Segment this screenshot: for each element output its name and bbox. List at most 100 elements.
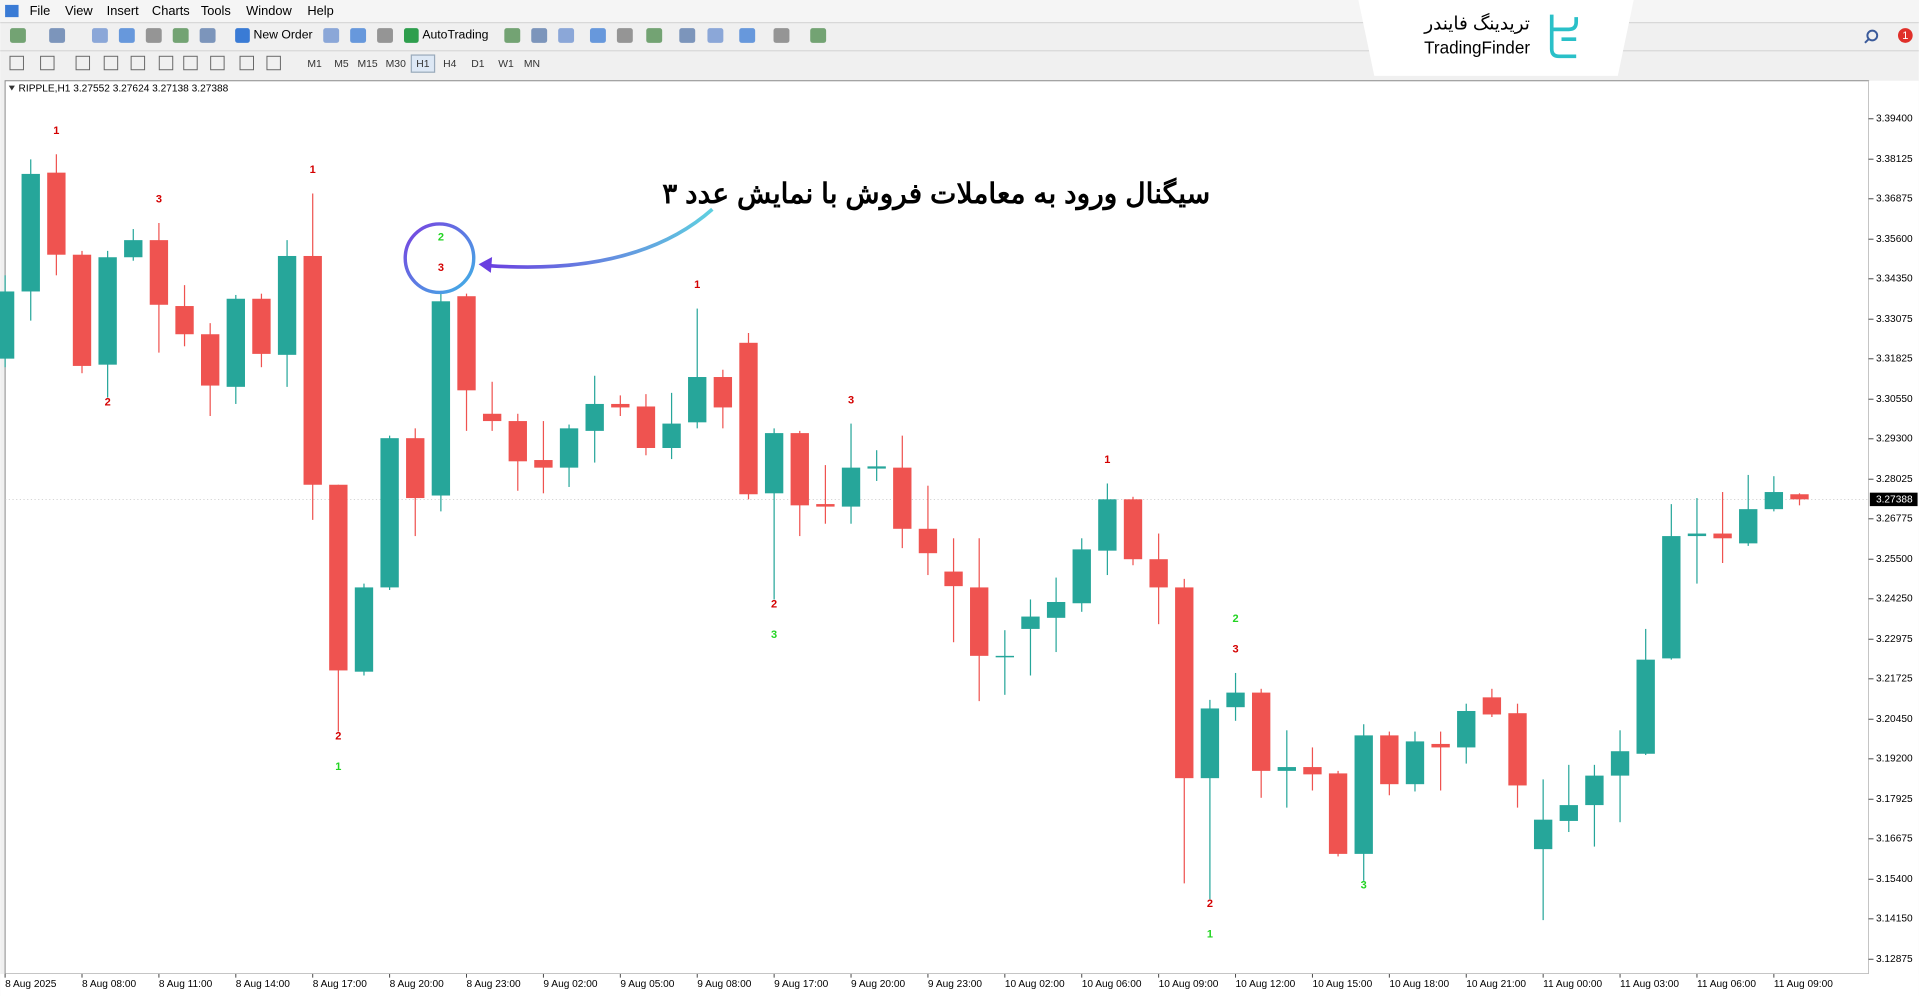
y-tick-label: 3.20450 bbox=[1876, 714, 1913, 725]
plot: 1 2 3 1 2 1 3 2 1 2 3 3 1 2 1 3 2 3 bbox=[0, 125, 1869, 941]
time-axis bbox=[0, 973, 1919, 996]
candle-body bbox=[226, 298, 245, 387]
candle-body bbox=[841, 467, 861, 507]
candle-body bbox=[1508, 713, 1527, 786]
toolbar-icon[interactable] bbox=[589, 28, 606, 43]
toolbar-icon[interactable] bbox=[558, 28, 575, 43]
toolbar-icon[interactable] bbox=[773, 28, 790, 43]
menu-item[interactable]: Insert bbox=[107, 3, 140, 18]
drawing-tool[interactable] bbox=[9, 55, 24, 71]
candle-body bbox=[1482, 697, 1502, 715]
timeframe-active bbox=[410, 54, 436, 73]
candle-body bbox=[175, 306, 194, 335]
toolbar-icon[interactable] bbox=[91, 28, 108, 43]
menu-item[interactable]: View bbox=[65, 3, 93, 18]
auto-trading-button[interactable]: AutoTrading bbox=[422, 28, 488, 42]
toolbar-icon[interactable] bbox=[531, 28, 548, 43]
timeframe-button[interactable]: H1 bbox=[416, 59, 430, 70]
signal-label: 1 bbox=[1104, 454, 1110, 466]
toolbar-icon[interactable] bbox=[377, 28, 393, 43]
signal-label: 3 bbox=[1232, 644, 1238, 656]
toolbar-icon[interactable] bbox=[616, 28, 633, 43]
signal-label: 2 bbox=[335, 730, 341, 742]
drawing-tool[interactable] bbox=[40, 55, 55, 71]
candle-body bbox=[1123, 499, 1143, 560]
drawing-tool[interactable] bbox=[75, 55, 91, 71]
menu-item[interactable]: Window bbox=[246, 3, 292, 18]
timeframe-button[interactable]: M5 bbox=[334, 59, 349, 70]
y-tick-label: 3.28025 bbox=[1876, 474, 1913, 485]
menu-item[interactable]: Charts bbox=[152, 3, 190, 18]
candle-body bbox=[47, 172, 66, 255]
x-tick-label: 8 Aug 08:00 bbox=[82, 979, 136, 990]
menu-item[interactable]: Tools bbox=[201, 3, 231, 18]
candle-body bbox=[354, 587, 374, 672]
toolbar-icon[interactable] bbox=[118, 28, 135, 43]
search-icon bbox=[1864, 38, 1870, 44]
timeframe-button[interactable]: D1 bbox=[471, 59, 485, 70]
signal-label: 3 bbox=[438, 262, 444, 274]
candle-body bbox=[1559, 805, 1578, 821]
candle-body bbox=[1405, 741, 1425, 785]
candle-body bbox=[739, 342, 758, 495]
x-tick-label: 8 Aug 17:00 bbox=[313, 979, 367, 990]
toolbar-icon[interactable] bbox=[504, 28, 521, 43]
drawing-tool[interactable] bbox=[183, 55, 198, 71]
timeframe-button[interactable]: M30 bbox=[386, 59, 406, 70]
menu-item[interactable]: Help bbox=[307, 3, 333, 18]
y-tick-label: 3.31825 bbox=[1876, 353, 1913, 364]
timeframe-button[interactable]: H4 bbox=[443, 59, 457, 70]
notification-badge[interactable] bbox=[1897, 28, 1913, 43]
toolbar-icon[interactable] bbox=[646, 28, 663, 43]
candle-body bbox=[380, 438, 399, 588]
toolbar-icon[interactable] bbox=[49, 28, 66, 43]
candle-body bbox=[200, 334, 220, 386]
x-tick-label: 11 Aug 06:00 bbox=[1697, 979, 1756, 990]
toolbar-icon[interactable] bbox=[199, 28, 216, 43]
x-tick-label: 10 Aug 12:00 bbox=[1236, 979, 1296, 990]
candle-body bbox=[1226, 692, 1245, 708]
candle-body bbox=[1072, 549, 1091, 604]
candle-body bbox=[1739, 509, 1758, 544]
drawing-tool[interactable] bbox=[239, 55, 254, 71]
logo-fa: تریدینگ فایندر bbox=[1423, 12, 1530, 34]
y-tick-label: 3.22975 bbox=[1876, 634, 1913, 645]
timeframe-button[interactable]: W1 bbox=[498, 59, 514, 70]
candle-body bbox=[970, 587, 989, 656]
y-tick-label: 3.24250 bbox=[1876, 594, 1913, 605]
timeframe-button[interactable]: M15 bbox=[357, 59, 377, 70]
drawing-tool[interactable] bbox=[158, 55, 174, 71]
toolbar-icon[interactable] bbox=[810, 28, 827, 43]
drawing-tool[interactable] bbox=[130, 55, 146, 71]
x-tick-label: 8 Aug 11:00 bbox=[159, 979, 213, 990]
candle-body bbox=[636, 406, 656, 448]
candle-body bbox=[1328, 773, 1348, 854]
drawing-tool[interactable] bbox=[103, 55, 119, 71]
x-tick-label: 9 Aug 20:00 bbox=[851, 979, 905, 990]
x-tick-label: 11 Aug 03:00 bbox=[1620, 979, 1679, 990]
menu-item[interactable]: File bbox=[30, 3, 51, 18]
candle-body bbox=[1046, 601, 1066, 618]
drawing-tool[interactable] bbox=[266, 55, 281, 71]
toolbar-icon[interactable] bbox=[350, 28, 367, 43]
candle-body bbox=[1200, 708, 1220, 779]
price-axis bbox=[1868, 80, 1919, 996]
toolbar-icon[interactable] bbox=[172, 28, 189, 43]
timeframe-button[interactable]: M1 bbox=[307, 59, 322, 70]
timeframe-button[interactable]: MN bbox=[524, 59, 540, 70]
drawing-tool[interactable] bbox=[210, 55, 225, 71]
toolbar-icon[interactable] bbox=[679, 28, 696, 43]
pointer-arrow bbox=[487, 207, 714, 269]
toolbar-icon[interactable] bbox=[323, 28, 340, 43]
search-icon[interactable] bbox=[1866, 29, 1879, 42]
new-order-button[interactable]: New Order bbox=[253, 28, 312, 42]
new-order-icon bbox=[235, 28, 250, 43]
toolbar-icon[interactable] bbox=[9, 28, 26, 43]
toolbar-icon[interactable] bbox=[739, 28, 756, 43]
toolbar-icon[interactable] bbox=[145, 28, 162, 43]
auto-trading-icon bbox=[403, 28, 419, 43]
x-tick-label: 8 Aug 20:00 bbox=[390, 979, 444, 990]
toolbar-icon[interactable] bbox=[707, 28, 724, 43]
candle-body bbox=[149, 240, 169, 305]
